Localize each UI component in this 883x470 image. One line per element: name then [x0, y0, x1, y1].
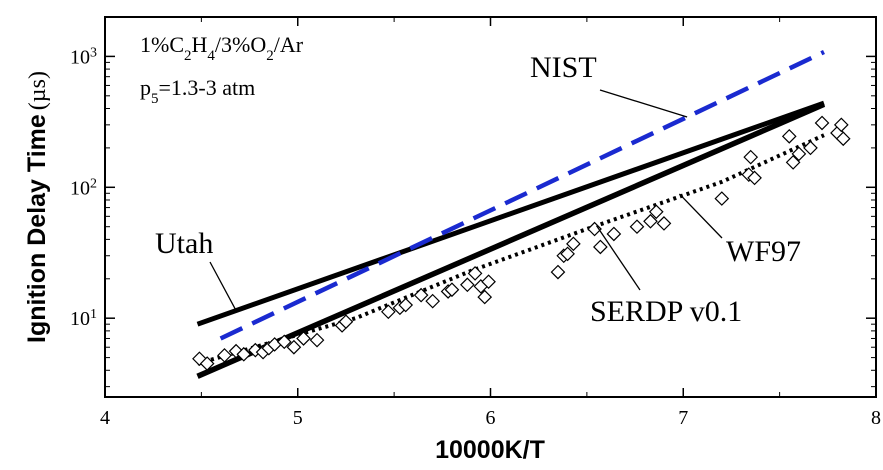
series-utah: [196, 100, 825, 327]
experiment-point: [781, 129, 797, 144]
series-layer: [196, 49, 826, 379]
experiment-point: [460, 277, 475, 293]
x-axis-title: 10000K/T: [435, 436, 545, 464]
experiment-point: [643, 213, 658, 229]
nist-label: NIST: [530, 51, 597, 84]
experiment-markers: [192, 115, 851, 371]
experiment-point: [380, 304, 396, 320]
experiment-point: [236, 346, 252, 362]
experiment-point: [477, 289, 493, 305]
experiment-point: [629, 219, 645, 235]
y-tick-label: 102: [70, 176, 97, 200]
experiment-point: [606, 226, 622, 242]
experiment-point: [550, 264, 566, 280]
pressure-label: p5=1.3-3 atm: [140, 75, 255, 107]
experiment-point: [566, 236, 581, 252]
experiment-point: [656, 216, 672, 231]
x-axis-ticks: 4 5 6 7 8: [100, 17, 881, 429]
experiment-point: [835, 131, 851, 147]
experiment-point: [814, 115, 830, 131]
x-tick-label: 4: [100, 407, 110, 429]
series-wf97: [196, 101, 826, 379]
series-serdp-v0-1: [196, 133, 825, 366]
x-tick-label: 7: [678, 407, 688, 429]
x-tick-label: 6: [486, 407, 496, 429]
y-tick-label: 101: [70, 307, 97, 331]
mixture-label: 1%C2H4/3%O2/Ar: [140, 32, 304, 64]
annotation-leaders: [209, 89, 723, 311]
x-tick-label: 5: [293, 407, 303, 429]
experiment-point: [217, 348, 232, 363]
experiment-point: [276, 334, 292, 350]
experiment-point: [481, 274, 496, 290]
experiment-point: [444, 282, 460, 298]
experiment-point: [747, 170, 762, 186]
leader-wf97: [678, 193, 723, 239]
experiment-point: [338, 314, 354, 330]
y-axis-ticks: 101 102 103: [70, 16, 876, 388]
experiment-point: [309, 332, 325, 348]
utah-label: Utah: [155, 227, 213, 260]
experiment-point: [413, 287, 429, 303]
leader-utah: [209, 261, 237, 311]
experiment-point: [425, 293, 441, 309]
svg-text:Ignition Delay Time(µs): Ignition Delay Time (µs): [23, 71, 51, 343]
wf97-label: WF97: [726, 235, 801, 268]
y-axis-title-group: Ignition Delay Time (µs): [23, 71, 51, 343]
experiment-point: [587, 221, 602, 237]
experiment-point: [833, 117, 849, 133]
y-axis-unit: (µs): [25, 71, 51, 110]
experiment-point: [714, 191, 730, 206]
experiment-point: [398, 297, 414, 313]
serdp-label: SERDP v0.1: [590, 295, 742, 328]
x-tick-label: 8: [871, 407, 881, 429]
experiment-point: [286, 339, 302, 355]
experiment-point: [648, 204, 664, 220]
experiment-point: [785, 155, 801, 170]
experiment-point: [296, 331, 311, 346]
experiment-point: [199, 356, 215, 371]
experiment-point: [593, 239, 608, 255]
leader-nist: [599, 89, 688, 118]
series-nist: [219, 49, 825, 341]
experiment-point: [791, 146, 807, 162]
leader-serdp-v0-1: [595, 225, 641, 291]
y-axis-title: Ignition Delay Time: [23, 114, 51, 343]
experiment-point: [467, 266, 483, 281]
experiment-point: [803, 140, 818, 156]
experiment-point: [743, 149, 759, 165]
plot-frame: [104, 16, 877, 398]
experiment-point: [560, 246, 575, 262]
y-tick-label: 103: [70, 45, 97, 68]
